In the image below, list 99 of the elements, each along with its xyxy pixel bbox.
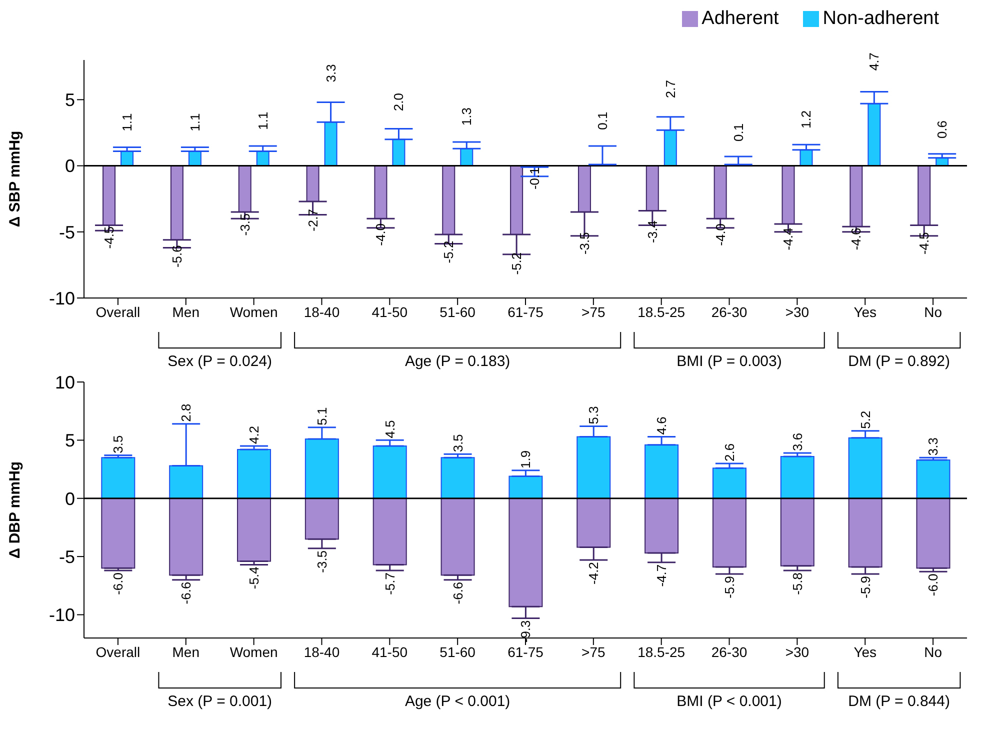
text: -5.6 xyxy=(169,245,184,268)
text: -5.9 xyxy=(722,576,737,598)
text: -4.7 xyxy=(654,564,670,587)
text: 5.1 xyxy=(314,407,330,426)
text: -5.7 xyxy=(382,572,398,595)
text: -4.2 xyxy=(586,562,602,584)
x-tick-label: 18-40 xyxy=(304,304,340,320)
y-tick-label: 0 xyxy=(64,156,75,176)
text: -4.0 xyxy=(712,223,728,246)
text: 3.3 xyxy=(323,64,338,82)
legend-label: Non-adherent xyxy=(822,8,939,29)
text: -6.6 xyxy=(178,582,194,604)
x-tick-label: 18.5-25 xyxy=(638,644,686,660)
x-tick-label: Men xyxy=(172,644,200,660)
x-tick-label: Women xyxy=(230,644,278,660)
legend-label: Adherent xyxy=(702,8,779,29)
x-tick-label: 61-75 xyxy=(508,304,544,320)
text: -3.4 xyxy=(644,220,660,243)
text: 0.1 xyxy=(594,112,610,130)
y-tick-label: 10 xyxy=(54,372,75,392)
text: -5.2 xyxy=(509,252,524,275)
x-tick-label: >75 xyxy=(582,304,606,320)
x-tick-label: 41-50 xyxy=(372,644,408,660)
text: 0.1 xyxy=(730,123,746,142)
text: 1.1 xyxy=(255,112,270,130)
text: 1.1 xyxy=(120,113,135,132)
text: -4.5 xyxy=(916,232,932,255)
text: Age (P < 0.001) xyxy=(404,693,510,710)
x-tick-label: 18-40 xyxy=(304,644,340,660)
text: -5.9 xyxy=(858,576,873,598)
text: -5.4 xyxy=(246,566,262,590)
text: -5.8 xyxy=(790,572,805,595)
text: 4.7 xyxy=(866,52,882,71)
text: Sex (P = 0.024) xyxy=(168,353,272,370)
x-tick-label: 51-60 xyxy=(440,644,476,660)
x-tick-label: 61-75 xyxy=(508,644,544,660)
x-tick-label: 18.5-25 xyxy=(638,304,686,320)
text: 1.3 xyxy=(459,107,474,126)
text: -5.2 xyxy=(441,240,456,264)
y-tick-label: -5 xyxy=(58,546,75,567)
text: 1.2 xyxy=(798,110,814,128)
x-tick-label: No xyxy=(924,644,942,660)
text: -2.7 xyxy=(305,209,320,232)
text: 1.9 xyxy=(518,450,534,468)
x-tick-label: 26-30 xyxy=(711,304,748,320)
text: Age (P = 0.183) xyxy=(404,353,510,370)
y-axis-title: Δ SBP mmHg xyxy=(6,130,24,228)
text: 2.6 xyxy=(722,443,737,462)
text: -4.0 xyxy=(373,223,388,246)
y-tick-label: -10 xyxy=(48,605,75,626)
x-tick-label: Yes xyxy=(854,644,877,660)
y-tick-label: 5 xyxy=(64,90,75,110)
x-tick-label: Yes xyxy=(854,304,877,320)
text: 2.7 xyxy=(662,80,678,98)
x-tick-label: >30 xyxy=(785,304,810,320)
y-tick-label: -5 xyxy=(58,222,75,242)
text: -4.4 xyxy=(780,228,796,250)
text: -4.5 xyxy=(102,226,117,249)
text: 3.5 xyxy=(110,435,126,454)
text: BMI (P = 0.003) xyxy=(676,353,782,370)
text: 4.5 xyxy=(382,420,398,438)
text: -3.5 xyxy=(237,213,252,236)
text: -6.0 xyxy=(110,572,126,595)
text: BMI (P < 0.001) xyxy=(676,693,782,710)
text: 1.1 xyxy=(187,113,202,132)
text: 3.5 xyxy=(450,434,466,452)
y-tick-label: -10 xyxy=(48,288,75,308)
text: DM (P = 0.892) xyxy=(848,353,950,370)
text: 4.6 xyxy=(654,416,670,435)
text: -3.5 xyxy=(314,550,330,573)
x-tick-label: >75 xyxy=(582,644,606,660)
text: DM (P = 0.844) xyxy=(848,693,950,710)
text: Sex (P = 0.001) xyxy=(168,693,272,710)
x-tick-label: 51-60 xyxy=(440,304,476,320)
x-tick-label: 26-30 xyxy=(711,644,748,660)
text: 5.3 xyxy=(586,406,602,424)
text: -0.1 xyxy=(527,167,542,190)
text: 2.0 xyxy=(391,93,406,112)
x-tick-label: Overall xyxy=(96,644,140,660)
text: 0.6 xyxy=(934,120,950,139)
text: -6.6 xyxy=(450,582,466,604)
x-tick-label: Men xyxy=(172,304,200,320)
x-tick-label: Overall xyxy=(96,304,140,320)
text: -4.6 xyxy=(848,228,864,250)
text: -3.5 xyxy=(576,232,592,255)
x-tick-label: 41-50 xyxy=(372,304,408,320)
text: -6.0 xyxy=(926,574,941,596)
x-tick-label: No xyxy=(924,304,942,320)
text: 3.6 xyxy=(790,432,805,451)
text: 5.2 xyxy=(858,410,873,429)
y-tick-label: 0 xyxy=(64,488,75,509)
text: 3.3 xyxy=(926,438,941,456)
text: -9.3 xyxy=(518,620,534,643)
y-axis-title: Δ DBP mmHg xyxy=(6,461,24,559)
x-tick-label: Women xyxy=(230,304,278,320)
x-tick-label: >30 xyxy=(785,644,810,660)
y-tick-label: 5 xyxy=(64,430,75,451)
text: 4.2 xyxy=(246,426,262,444)
text: 2.8 xyxy=(178,404,194,422)
